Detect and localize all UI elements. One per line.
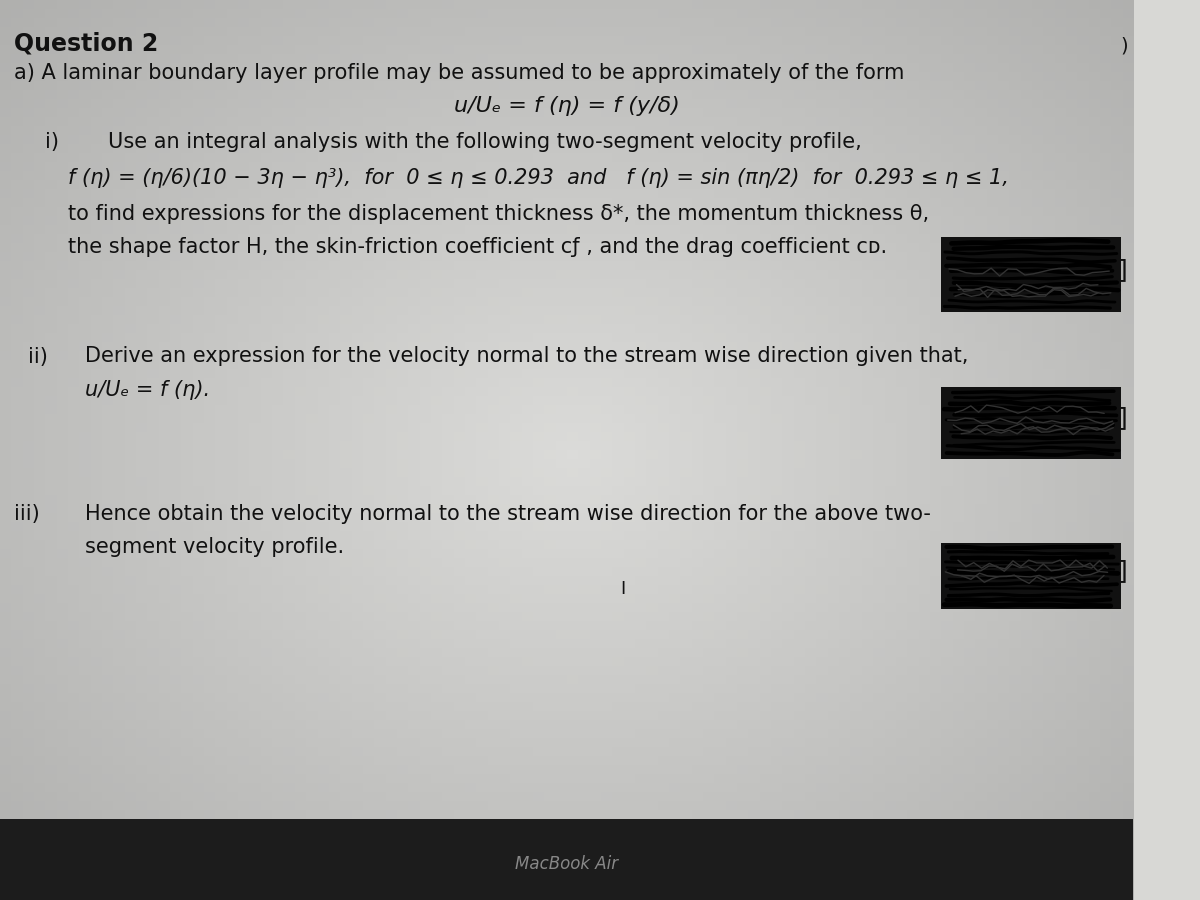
Text: Use an integral analysis with the following two-segment velocity profile,: Use an integral analysis with the follow…: [108, 132, 862, 152]
Text: the shape factor H, the skin-friction coefficient cƒ , and the drag coefficient : the shape factor H, the skin-friction co…: [68, 237, 887, 256]
Text: ]: ]: [1118, 407, 1128, 430]
Text: iii): iii): [13, 504, 40, 524]
Text: I: I: [620, 580, 626, 598]
FancyBboxPatch shape: [941, 237, 1122, 312]
Text: ]: ]: [1118, 560, 1128, 583]
Text: to find expressions for the displacement thickness δ*, the momentum thickness θ,: to find expressions for the displacement…: [68, 204, 929, 224]
FancyBboxPatch shape: [0, 819, 1133, 900]
Text: Derive an expression for the velocity normal to the stream wise direction given : Derive an expression for the velocity no…: [85, 346, 968, 366]
FancyBboxPatch shape: [941, 543, 1122, 609]
Text: u/Uₑ = f (η).: u/Uₑ = f (η).: [85, 380, 210, 400]
Text: ]: ]: [1118, 258, 1128, 282]
Text: u/Uₑ = f (η) = f (y/δ): u/Uₑ = f (η) = f (y/δ): [454, 96, 679, 116]
Text: f (η) = (η/6)(10 − 3η − η³),  for  0 ≤ η ≤ 0.293  and   f (η) = sin (πη/2)  for : f (η) = (η/6)(10 − 3η − η³), for 0 ≤ η ≤…: [68, 168, 1009, 188]
Text: ): ): [1120, 36, 1128, 55]
FancyBboxPatch shape: [941, 388, 1122, 458]
Text: a) A laminar boundary layer profile may be assumed to be approximately of the fo: a) A laminar boundary layer profile may …: [13, 63, 904, 83]
Text: i): i): [46, 132, 59, 152]
Text: segment velocity profile.: segment velocity profile.: [85, 537, 344, 557]
Text: Hence obtain the velocity normal to the stream wise direction for the above two-: Hence obtain the velocity normal to the …: [85, 504, 931, 524]
Text: MacBook Air: MacBook Air: [515, 855, 618, 873]
Text: ii): ii): [29, 346, 48, 366]
Text: Question 2: Question 2: [13, 32, 158, 56]
